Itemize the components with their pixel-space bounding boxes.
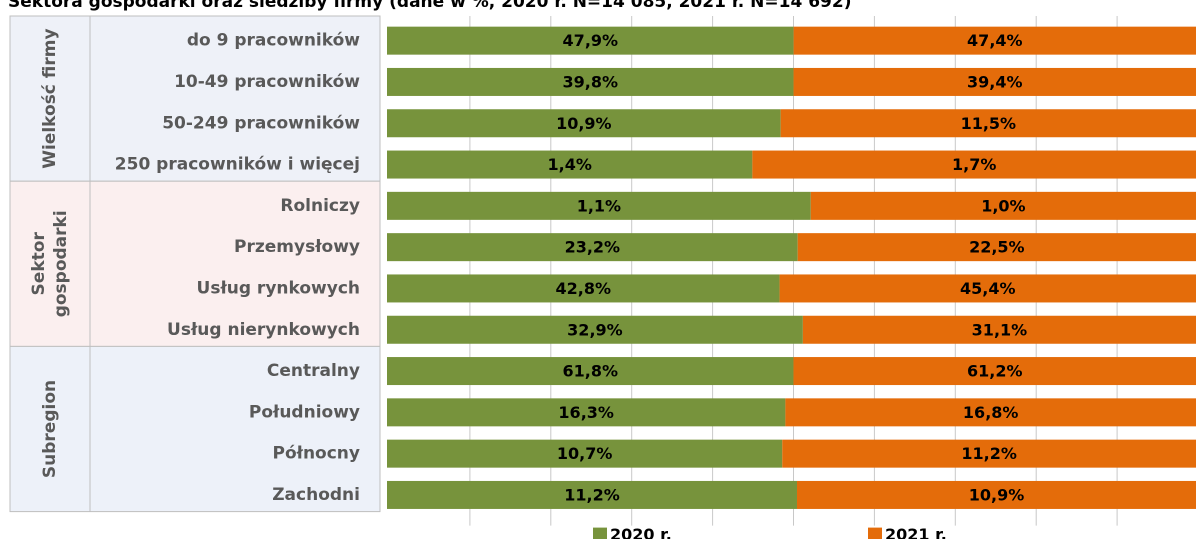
value-label: 31,1%	[972, 320, 1028, 339]
value-label: 61,2%	[967, 362, 1023, 381]
value-label: 39,4%	[967, 72, 1023, 91]
bar-segment	[387, 233, 798, 262]
value-label: 1,7%	[952, 155, 996, 174]
bar-segment	[796, 480, 1196, 509]
bar-segment	[793, 357, 1196, 386]
value-label: 39,8%	[563, 72, 619, 91]
bar-segment	[780, 109, 1196, 138]
value-label: 42,8%	[556, 279, 612, 298]
category-label: Rolniczy	[280, 196, 360, 216]
category-label: do 9 pracowników	[187, 31, 360, 51]
legend-label: 2021 r.	[885, 525, 947, 539]
bar-segment	[779, 274, 1196, 303]
bar-segment	[793, 67, 1196, 96]
group-label: Wielkość firmy	[40, 28, 60, 168]
value-label: 22,5%	[969, 238, 1025, 257]
bar-segment	[387, 67, 794, 96]
group-label: gospodarki	[51, 210, 71, 317]
value-label: 1,1%	[577, 196, 621, 215]
bar-segment	[387, 191, 811, 220]
bar-segment	[387, 398, 786, 427]
value-label: 16,3%	[558, 403, 614, 422]
category-label: Usług nierynkowych	[167, 320, 360, 340]
legend-swatch	[868, 527, 882, 542]
category-label: Przemysłowy	[234, 237, 360, 257]
bar-segment	[752, 150, 1196, 179]
value-label: 1,4%	[547, 155, 591, 174]
bar-segment	[387, 439, 783, 468]
bar-segment	[387, 357, 794, 386]
bar-segment	[387, 274, 780, 303]
category-label: 250 pracowników i więcej	[115, 155, 360, 175]
group-label: Subregion	[40, 380, 60, 478]
value-label: 45,4%	[960, 279, 1016, 298]
chart-title: Sektora gospodarki oraz siedziby firmy (…	[8, 0, 851, 12]
group-label: Sektor	[29, 232, 49, 296]
value-label: 11,2%	[961, 444, 1017, 463]
group-panel	[9, 345, 381, 513]
value-label: 61,8%	[562, 362, 618, 381]
bar-segment	[387, 109, 781, 138]
value-label: 1,0%	[981, 196, 1025, 215]
value-label: 47,4%	[967, 31, 1023, 50]
category-label: 10-49 pracowników	[174, 72, 360, 92]
bar-segment	[782, 439, 1196, 468]
bar-segment	[387, 26, 794, 55]
category-label: Południowy	[249, 402, 360, 422]
value-label: 11,5%	[961, 114, 1017, 133]
category-label: 50-249 pracowników	[162, 113, 360, 133]
bar-segment	[797, 233, 1196, 262]
bar-segment	[387, 150, 753, 179]
bar-segment	[802, 315, 1196, 344]
value-label: 10,9%	[969, 485, 1025, 504]
category-label: Centralny	[267, 361, 360, 381]
group-panel	[9, 15, 381, 182]
value-label: 11,2%	[564, 485, 620, 504]
value-label: 32,9%	[567, 320, 623, 339]
value-label: 10,7%	[557, 444, 613, 463]
category-label: Północny	[273, 444, 361, 464]
bar-segment	[810, 191, 1196, 220]
value-label: 10,9%	[556, 114, 612, 133]
group-panel	[9, 180, 381, 347]
legend-swatch	[593, 527, 607, 542]
legend-label: 2020 r.	[610, 525, 672, 539]
category-label: Usług rynkowych	[197, 278, 360, 298]
bar-segment	[387, 480, 797, 509]
value-label: 23,2%	[565, 238, 621, 257]
bar-segment	[793, 26, 1196, 55]
category-label: Zachodni	[272, 485, 360, 505]
value-label: 47,9%	[563, 31, 619, 50]
value-label: 16,8%	[963, 403, 1019, 422]
bar-segment	[387, 315, 803, 344]
bar-segment	[785, 398, 1196, 427]
